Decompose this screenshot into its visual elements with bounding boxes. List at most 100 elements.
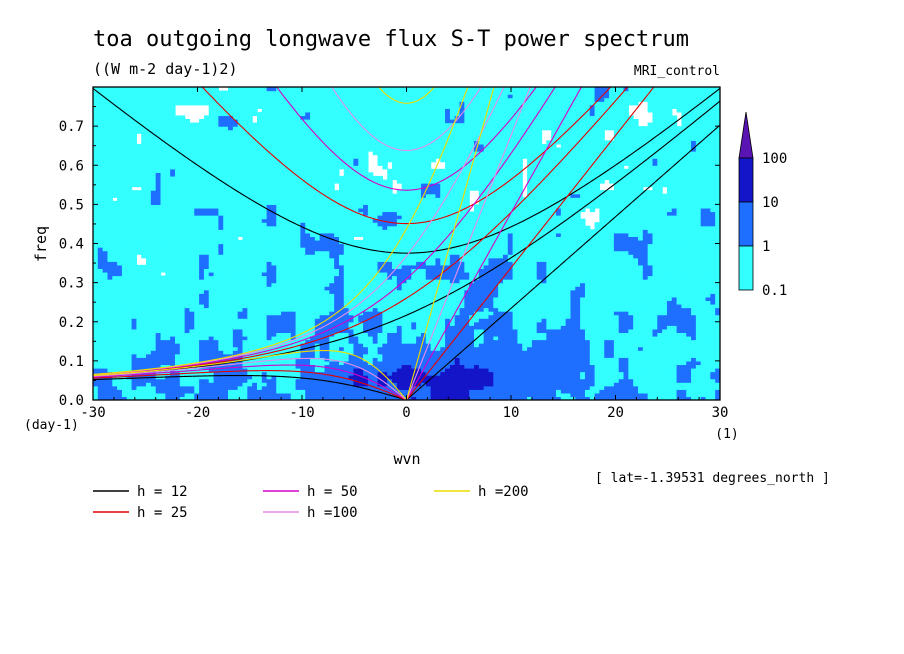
contour-cell <box>150 165 157 170</box>
contour-cell <box>223 332 229 337</box>
contour-cell <box>194 97 200 102</box>
contour-cell <box>107 90 113 95</box>
contour-cell <box>261 279 268 284</box>
contour-cell <box>242 275 248 280</box>
contour-cell <box>160 314 166 319</box>
contour-cell <box>261 314 268 319</box>
contour-cell <box>208 119 215 124</box>
contour-cell <box>247 158 253 163</box>
contour-cell <box>136 318 142 323</box>
contour-cell <box>237 300 244 305</box>
contour-cell <box>319 353 326 358</box>
contour-cell <box>174 346 181 351</box>
contour-cell <box>165 325 171 330</box>
contour-cell <box>319 247 326 252</box>
contour-cell <box>334 108 340 113</box>
contour-cell <box>203 101 210 106</box>
contour-cell <box>117 247 123 252</box>
contour-cell <box>256 296 263 302</box>
contour-cell <box>290 250 297 255</box>
contour-cell <box>150 346 157 351</box>
contour-cell <box>295 122 301 127</box>
contour-cell <box>208 154 215 159</box>
contour-cell <box>232 289 239 294</box>
contour-cell <box>319 175 326 181</box>
contour-cell <box>223 271 229 277</box>
contour-cell <box>363 314 369 319</box>
contour-cell <box>102 204 109 209</box>
contour-cell <box>348 108 355 113</box>
contour-cell <box>97 197 104 202</box>
contour-cell <box>160 218 166 223</box>
contour-cell <box>112 247 118 252</box>
contour-cell <box>232 104 239 109</box>
contour-cell <box>285 172 292 177</box>
contour-cell <box>334 151 340 156</box>
contour-cell <box>126 357 133 362</box>
contour-cell <box>367 385 374 390</box>
contour-cell <box>112 175 118 181</box>
contour-cell <box>232 87 239 92</box>
contour-cell <box>208 303 215 309</box>
contour-cell <box>285 215 292 220</box>
contour-cell <box>338 115 345 120</box>
contour-cell <box>285 389 292 394</box>
contour-cell <box>189 158 195 163</box>
contour-cell <box>300 360 306 366</box>
contour-cell <box>353 222 359 227</box>
contour-cell <box>353 119 359 124</box>
contour-cell <box>112 296 118 302</box>
contour-cell <box>93 303 99 309</box>
contour-cell <box>300 119 306 124</box>
contour-cell <box>189 168 195 173</box>
contour-cell <box>117 350 123 355</box>
contour-cell <box>194 87 200 92</box>
contour-cell <box>353 108 359 113</box>
contour-cell <box>189 261 195 266</box>
contour-cell <box>107 183 113 188</box>
contour-cell <box>252 257 258 262</box>
contour-cell <box>102 254 109 259</box>
contour-cell <box>93 97 99 102</box>
contour-cell <box>223 371 229 376</box>
contour-cell <box>261 94 268 99</box>
contour-cell <box>310 215 316 220</box>
contour-cell <box>131 314 137 319</box>
contour-cell <box>363 303 369 309</box>
contour-cell <box>146 311 152 316</box>
contour-cell <box>117 367 123 373</box>
contour-cell <box>97 271 104 277</box>
contour-cell <box>314 204 321 209</box>
contour-cell <box>223 97 229 102</box>
contour-cell <box>319 151 326 156</box>
contour-cell <box>314 179 321 184</box>
contour-cell <box>184 161 191 166</box>
contour-cell <box>343 222 350 227</box>
contour-cell <box>319 229 326 234</box>
contour-cell <box>290 236 297 241</box>
contour-cell <box>141 215 147 220</box>
contour-cell <box>155 87 162 92</box>
contour-cell <box>358 158 364 163</box>
contour-cell <box>348 115 355 120</box>
contour-cell <box>208 321 215 326</box>
contour-cell <box>343 154 350 159</box>
contour-cell <box>314 314 321 319</box>
contour-cell <box>179 300 186 305</box>
contour-cell <box>160 236 166 241</box>
contour-cell <box>276 254 282 259</box>
contour-cell <box>232 360 239 366</box>
contour-cell <box>131 243 137 248</box>
contour-cell <box>329 360 335 366</box>
contour-cell <box>184 396 191 400</box>
contour-cell <box>256 389 263 394</box>
contour-cell <box>165 193 171 198</box>
contour-cell <box>310 243 316 248</box>
contour-cell <box>363 111 369 117</box>
contour-cell <box>300 314 306 319</box>
contour-cell <box>324 204 330 209</box>
contour-cell <box>184 271 191 277</box>
contour-cell <box>121 325 128 330</box>
contour-cell <box>334 175 340 181</box>
contour-cell <box>237 186 244 191</box>
